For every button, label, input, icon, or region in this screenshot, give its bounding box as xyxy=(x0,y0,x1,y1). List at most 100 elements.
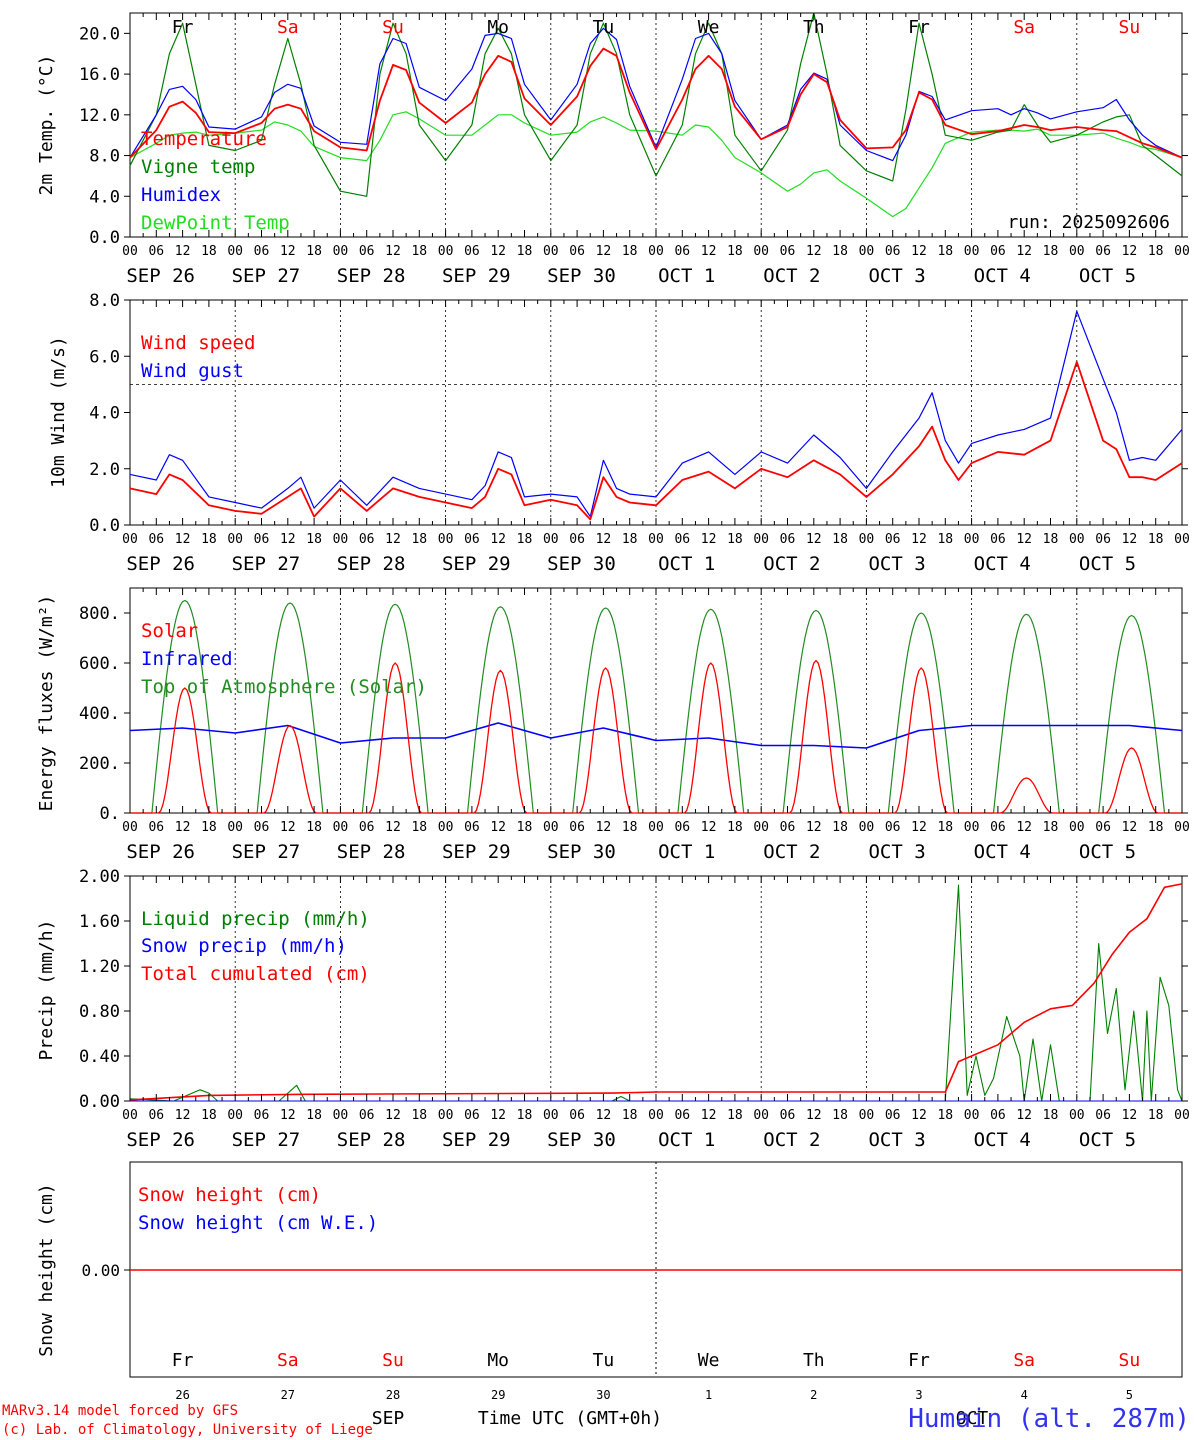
hour-tick-label: 06 xyxy=(674,244,690,259)
legend-snow-height-we: Snow height (cm W.E.) xyxy=(138,1212,378,1234)
hour-tick-label: 18 xyxy=(306,1108,322,1123)
day-label: SEP 28 xyxy=(337,1129,406,1151)
hour-tick-label: 12 xyxy=(385,820,401,835)
weekday-label: Tu xyxy=(593,17,615,38)
hour-tick-label: 12 xyxy=(280,532,296,547)
hour-tick-label: 18 xyxy=(622,532,638,547)
hour-tick-label: 00 xyxy=(438,244,454,259)
hour-tick-label: 12 xyxy=(596,1108,612,1123)
hour-tick-label: 18 xyxy=(1043,1108,1059,1123)
y-tick-label: 0.0 xyxy=(89,516,120,536)
y-tick-label: 600. xyxy=(79,654,120,674)
day-label: OCT 1 xyxy=(658,553,715,575)
hour-tick-label: 06 xyxy=(780,1108,796,1123)
day-label: OCT 2 xyxy=(763,1129,820,1151)
hour-tick-label: 12 xyxy=(1016,1108,1032,1123)
hour-tick-label: 00 xyxy=(543,1108,559,1123)
day-label: OCT 4 xyxy=(974,841,1031,863)
y-tick-label: 0.80 xyxy=(79,1002,120,1022)
hour-tick-label: 18 xyxy=(727,244,743,259)
energy-panel: 0. 200. 400. 600. 800. 00 06 12 18 SEP 26 00 06 12 18… xyxy=(36,587,1190,863)
hour-tick-label: 12 xyxy=(596,820,612,835)
hour-tick-label: 12 xyxy=(280,820,296,835)
temp-axes: 0.0 4.0 8.0 12.0 16.0 20.0 00 06 12 18 SEP 26 00 06 1… xyxy=(79,13,1190,287)
hour-tick-label: 18 xyxy=(517,820,533,835)
snow-day-number: 26 xyxy=(175,1388,189,1402)
hour-tick-label: 00 xyxy=(1069,532,1085,547)
hour-tick-label: 12 xyxy=(911,244,927,259)
y-tick-label: 800. xyxy=(79,604,120,624)
y-tick-label: 4.0 xyxy=(89,404,120,424)
hour-tick-label: 18 xyxy=(727,532,743,547)
hour-tick-label: 18 xyxy=(832,820,848,835)
snow-day-number: 30 xyxy=(596,1388,610,1402)
hour-tick-label: 00 xyxy=(859,1108,875,1123)
hour-tick-label: 18 xyxy=(517,1108,533,1123)
day-label: OCT 2 xyxy=(763,553,820,575)
hour-tick-label: 18 xyxy=(832,1108,848,1123)
day-label: SEP 26 xyxy=(126,1129,195,1151)
hour-tick-label: 06 xyxy=(569,1108,585,1123)
lab-credit: (c) Lab. of Climatology, University of L… xyxy=(2,1422,373,1438)
hour-tick-label: 06 xyxy=(359,820,375,835)
hour-tick-label: 12 xyxy=(490,532,506,547)
hour-tick-label: 00 xyxy=(964,820,980,835)
hour-tick-label: 06 xyxy=(464,820,480,835)
hour-tick-label: 12 xyxy=(385,244,401,259)
y-tick-label: 2.0 xyxy=(89,460,120,480)
hour-tick-label: 18 xyxy=(937,820,953,835)
month-label-oct: OCT xyxy=(956,1408,989,1429)
hour-tick-label: 12 xyxy=(1122,1108,1138,1123)
day-label: SEP 30 xyxy=(547,1129,616,1151)
hour-tick-label: 00 xyxy=(753,1108,769,1123)
day-label: SEP 26 xyxy=(126,553,195,575)
snow-day-number: 29 xyxy=(491,1388,505,1402)
hour-tick-label: 18 xyxy=(727,1108,743,1123)
day-label: OCT 2 xyxy=(763,265,820,287)
hour-tick-label: 06 xyxy=(990,532,1006,547)
hour-tick-label: 06 xyxy=(1095,820,1111,835)
snow-weekday-label: Sa xyxy=(1013,1350,1035,1371)
hour-tick-label: 00 xyxy=(753,820,769,835)
snow-x-axis: Fr 26 Sa 27 Su 28 Mo 29 Tu 30 We 1 Th 2 Fr 3 Sa 4 Su 5 xyxy=(172,1350,1140,1402)
hour-tick-label: 00 xyxy=(648,244,664,259)
hour-tick-label: 00 xyxy=(333,532,349,547)
series-infrared xyxy=(129,722,1183,749)
snow-weekday-label: Su xyxy=(1119,1350,1141,1371)
hour-tick-label: 00 xyxy=(1069,1108,1085,1123)
precip-y-label: Precip (mm/h) xyxy=(36,920,57,1061)
hour-tick-label: 12 xyxy=(175,532,191,547)
snow-weekday-label: We xyxy=(698,1350,720,1371)
hour-tick-label: 00 xyxy=(859,244,875,259)
hour-tick-label: 06 xyxy=(780,244,796,259)
legend-total-cumulated: Total cumulated (cm) xyxy=(141,963,370,985)
hour-tick-label: 00 xyxy=(122,820,138,835)
hour-tick-label: 00 xyxy=(438,820,454,835)
hour-tick-label: 00 xyxy=(1174,820,1190,835)
y-tick-label: 8.0 xyxy=(89,147,120,167)
precip-axes: 0.00 0.40 0.80 1.20 1.60 2.00 00 06 12 18 SEP 26 00… xyxy=(79,867,1190,1151)
hour-tick-label: 18 xyxy=(622,1108,638,1123)
series-temperature xyxy=(129,47,1183,159)
weekday-label: Sa xyxy=(277,17,299,38)
wind-y-label: 10m Wind (m/s) xyxy=(48,336,69,488)
location-title: Humain (alt. 287m) xyxy=(908,1404,1190,1434)
legend-infrared: Infrared xyxy=(141,648,233,670)
legend-liquid-precip: Liquid precip (mm/h) xyxy=(141,908,370,930)
hour-tick-label: 06 xyxy=(569,820,585,835)
hour-tick-label: 18 xyxy=(1148,820,1164,835)
day-label: SEP 26 xyxy=(126,841,195,863)
hour-tick-label: 00 xyxy=(227,820,243,835)
temp-lines xyxy=(129,12,1183,218)
hour-tick-label: 00 xyxy=(648,1108,664,1123)
y-tick-label: 12.0 xyxy=(79,106,120,126)
hour-tick-label: 06 xyxy=(254,820,270,835)
hour-tick-label: 06 xyxy=(885,820,901,835)
legend-solar: Solar xyxy=(141,620,198,642)
day-label: SEP 30 xyxy=(547,265,616,287)
hour-tick-label: 18 xyxy=(1148,1108,1164,1123)
weekday-label: Fr xyxy=(908,17,930,38)
day-label: SEP 27 xyxy=(232,841,301,863)
legend-snow-height: Snow height (cm) xyxy=(138,1184,321,1206)
wind-axes: 0.0 2.0 4.0 6.0 8.0 00 06 12 18 SEP 26 00 06 12 18 SEP… xyxy=(89,291,1190,575)
